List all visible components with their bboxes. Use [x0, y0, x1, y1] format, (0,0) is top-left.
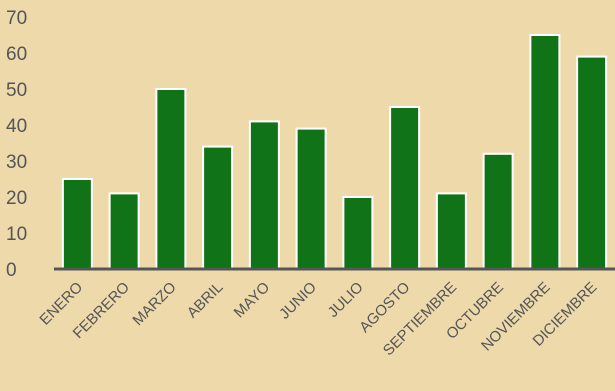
y-tick-label: 50 [6, 80, 27, 101]
bar-julio [342, 196, 374, 270]
bar-abril [202, 145, 234, 271]
y-tick-label: 40 [6, 116, 27, 137]
bar-enero [61, 178, 93, 270]
y-tick-label: 20 [6, 188, 27, 209]
bar-febrero [108, 192, 140, 270]
y-tick-label: 0 [6, 260, 17, 281]
bars [61, 34, 608, 271]
bar-junio [295, 127, 327, 270]
y-axis-ticks: 0 10 20 30 40 50 60 70 [6, 8, 27, 281]
bar-octubre [482, 152, 514, 270]
bar-marzo [155, 88, 187, 270]
x-tick-label: JULIO [325, 279, 367, 321]
y-tick-label: 70 [6, 8, 27, 29]
bar-diciembre [576, 55, 608, 270]
bar-noviembre [529, 34, 561, 270]
x-tick-label: MAYO [231, 279, 273, 321]
x-tick-label: MARZO [129, 279, 179, 329]
y-tick-label: 30 [6, 152, 27, 173]
y-tick-label: 60 [6, 44, 27, 65]
x-tick-label: JUNIO [276, 279, 320, 323]
y-tick-label: 10 [6, 224, 27, 245]
bar-agosto [389, 106, 421, 270]
x-tick-label: ABRIL [184, 279, 227, 322]
bar-mayo [248, 120, 280, 271]
bar-septiembre [435, 192, 467, 270]
